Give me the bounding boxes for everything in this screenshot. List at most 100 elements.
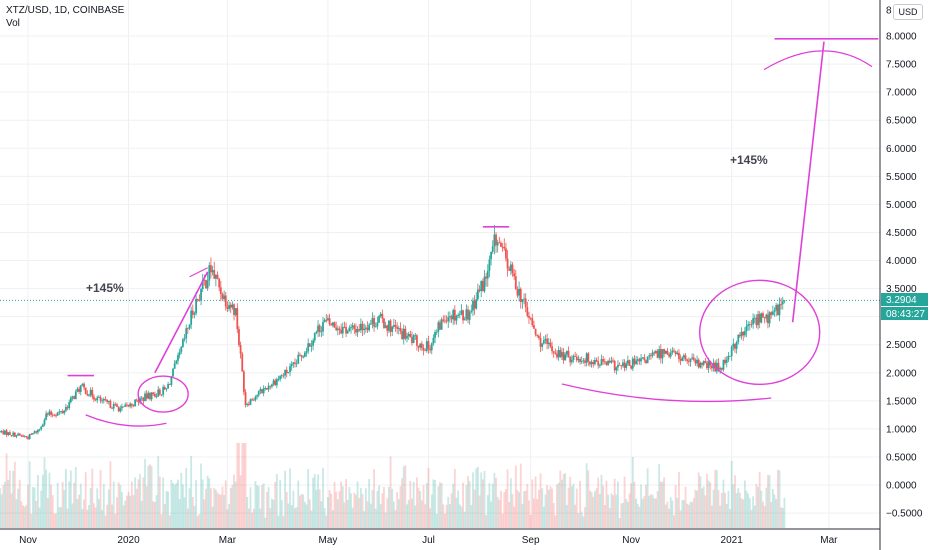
volume-bar — [594, 491, 596, 528]
volume-bar — [51, 495, 54, 528]
volume-bar — [664, 504, 667, 528]
volume-bar — [41, 474, 44, 528]
volume-bar — [409, 480, 412, 528]
candle-body — [549, 342, 552, 347]
volume-bar — [648, 495, 651, 528]
candle-body — [178, 352, 181, 355]
candle-body — [442, 319, 445, 321]
time-tick-label: Nov — [622, 535, 640, 546]
volume-bar — [300, 494, 303, 528]
candle-body — [206, 280, 209, 289]
volume-bar — [462, 482, 464, 528]
price-tick-label: 2.5000 — [886, 340, 917, 351]
volume-bar — [203, 499, 206, 528]
volume-bar — [770, 502, 773, 528]
candle-body — [378, 315, 380, 323]
volume-bar — [776, 469, 779, 528]
candle-body — [732, 343, 735, 347]
last-price-tag: 3.2904 — [881, 293, 928, 306]
volume-bar — [541, 488, 544, 528]
candle-body — [22, 435, 24, 437]
volume-bar — [597, 477, 600, 528]
volume-bar — [20, 501, 23, 528]
volume-bar — [641, 498, 644, 528]
volume-bar — [533, 498, 535, 528]
volume-bar — [137, 479, 140, 528]
currency-button[interactable]: USD — [893, 4, 923, 20]
volume-bar — [638, 506, 641, 528]
volume-bar — [467, 476, 469, 528]
volume-bar — [442, 504, 445, 528]
candle-body — [481, 281, 484, 292]
volume-bar — [626, 501, 629, 528]
volume-bar — [17, 488, 20, 528]
candle-body — [330, 324, 333, 326]
volume-bar — [554, 515, 557, 528]
volume-bar — [411, 498, 413, 528]
volume-bar — [280, 499, 283, 528]
candle-body — [73, 396, 76, 400]
candle-body — [745, 326, 748, 332]
volume-bar — [768, 475, 771, 528]
volume-bar — [224, 480, 227, 528]
volume-bar — [734, 475, 736, 528]
right-gain-annotation: +145% — [730, 153, 768, 167]
volume-bar — [374, 508, 377, 528]
candle-body — [740, 331, 743, 337]
volume-bar — [56, 482, 59, 528]
volume-bar — [363, 511, 366, 528]
candle-body — [452, 309, 455, 320]
volume-bar — [37, 475, 39, 528]
candle-body — [595, 359, 598, 362]
candle-body — [668, 354, 670, 357]
candle-body — [392, 325, 395, 327]
candle-body — [444, 320, 446, 322]
candle-body — [600, 359, 603, 366]
candle-body — [686, 359, 689, 362]
candle-body — [455, 315, 458, 321]
volume-bar — [269, 508, 272, 528]
volume-bar — [603, 505, 606, 528]
volume-bar — [55, 513, 57, 528]
volume-bar — [191, 497, 194, 528]
price-axis[interactable]: 8 8.0000 7.5000 7.0000 6.5000 6.0000 5.5000 5.0… — [886, 6, 923, 520]
candle-body — [20, 435, 23, 437]
candle-body — [381, 313, 384, 319]
candle-body — [483, 276, 486, 292]
candle-body — [531, 318, 534, 326]
candle-body — [130, 403, 133, 406]
time-axis[interactable]: Nov 2020 Mar May Jul Sep Nov 2021 Mar — [19, 535, 838, 546]
candle-body — [257, 391, 260, 396]
candle-body — [242, 371, 245, 393]
volume-bar — [216, 492, 219, 528]
volume-bar — [32, 487, 34, 528]
candle-body — [622, 362, 624, 366]
candle-body — [636, 359, 639, 361]
volume-bar — [640, 484, 642, 528]
volume-bar — [379, 504, 382, 528]
candle-body — [661, 349, 664, 359]
volume-bar — [666, 501, 669, 528]
candle-body — [32, 433, 34, 435]
candle-body — [121, 406, 123, 409]
volume-bar — [30, 513, 33, 528]
volume-bar — [383, 486, 385, 528]
volume-bar — [323, 508, 326, 528]
candle-body — [234, 308, 237, 315]
volume-bar — [84, 472, 87, 528]
candle-body — [533, 325, 535, 329]
volume-bar — [231, 484, 234, 528]
candle-body — [51, 414, 54, 416]
volume-bar — [348, 487, 351, 528]
volume-bar — [635, 498, 638, 528]
candle-body — [170, 376, 173, 385]
candle-body — [0, 431, 1, 433]
volume-bars — [0, 443, 786, 528]
right-gain-label: +145% — [730, 153, 768, 167]
volume-bar — [539, 473, 542, 528]
candle-body — [305, 351, 308, 353]
candle-body — [386, 325, 389, 331]
volume-bar — [256, 485, 258, 528]
volume-bar — [605, 480, 608, 528]
